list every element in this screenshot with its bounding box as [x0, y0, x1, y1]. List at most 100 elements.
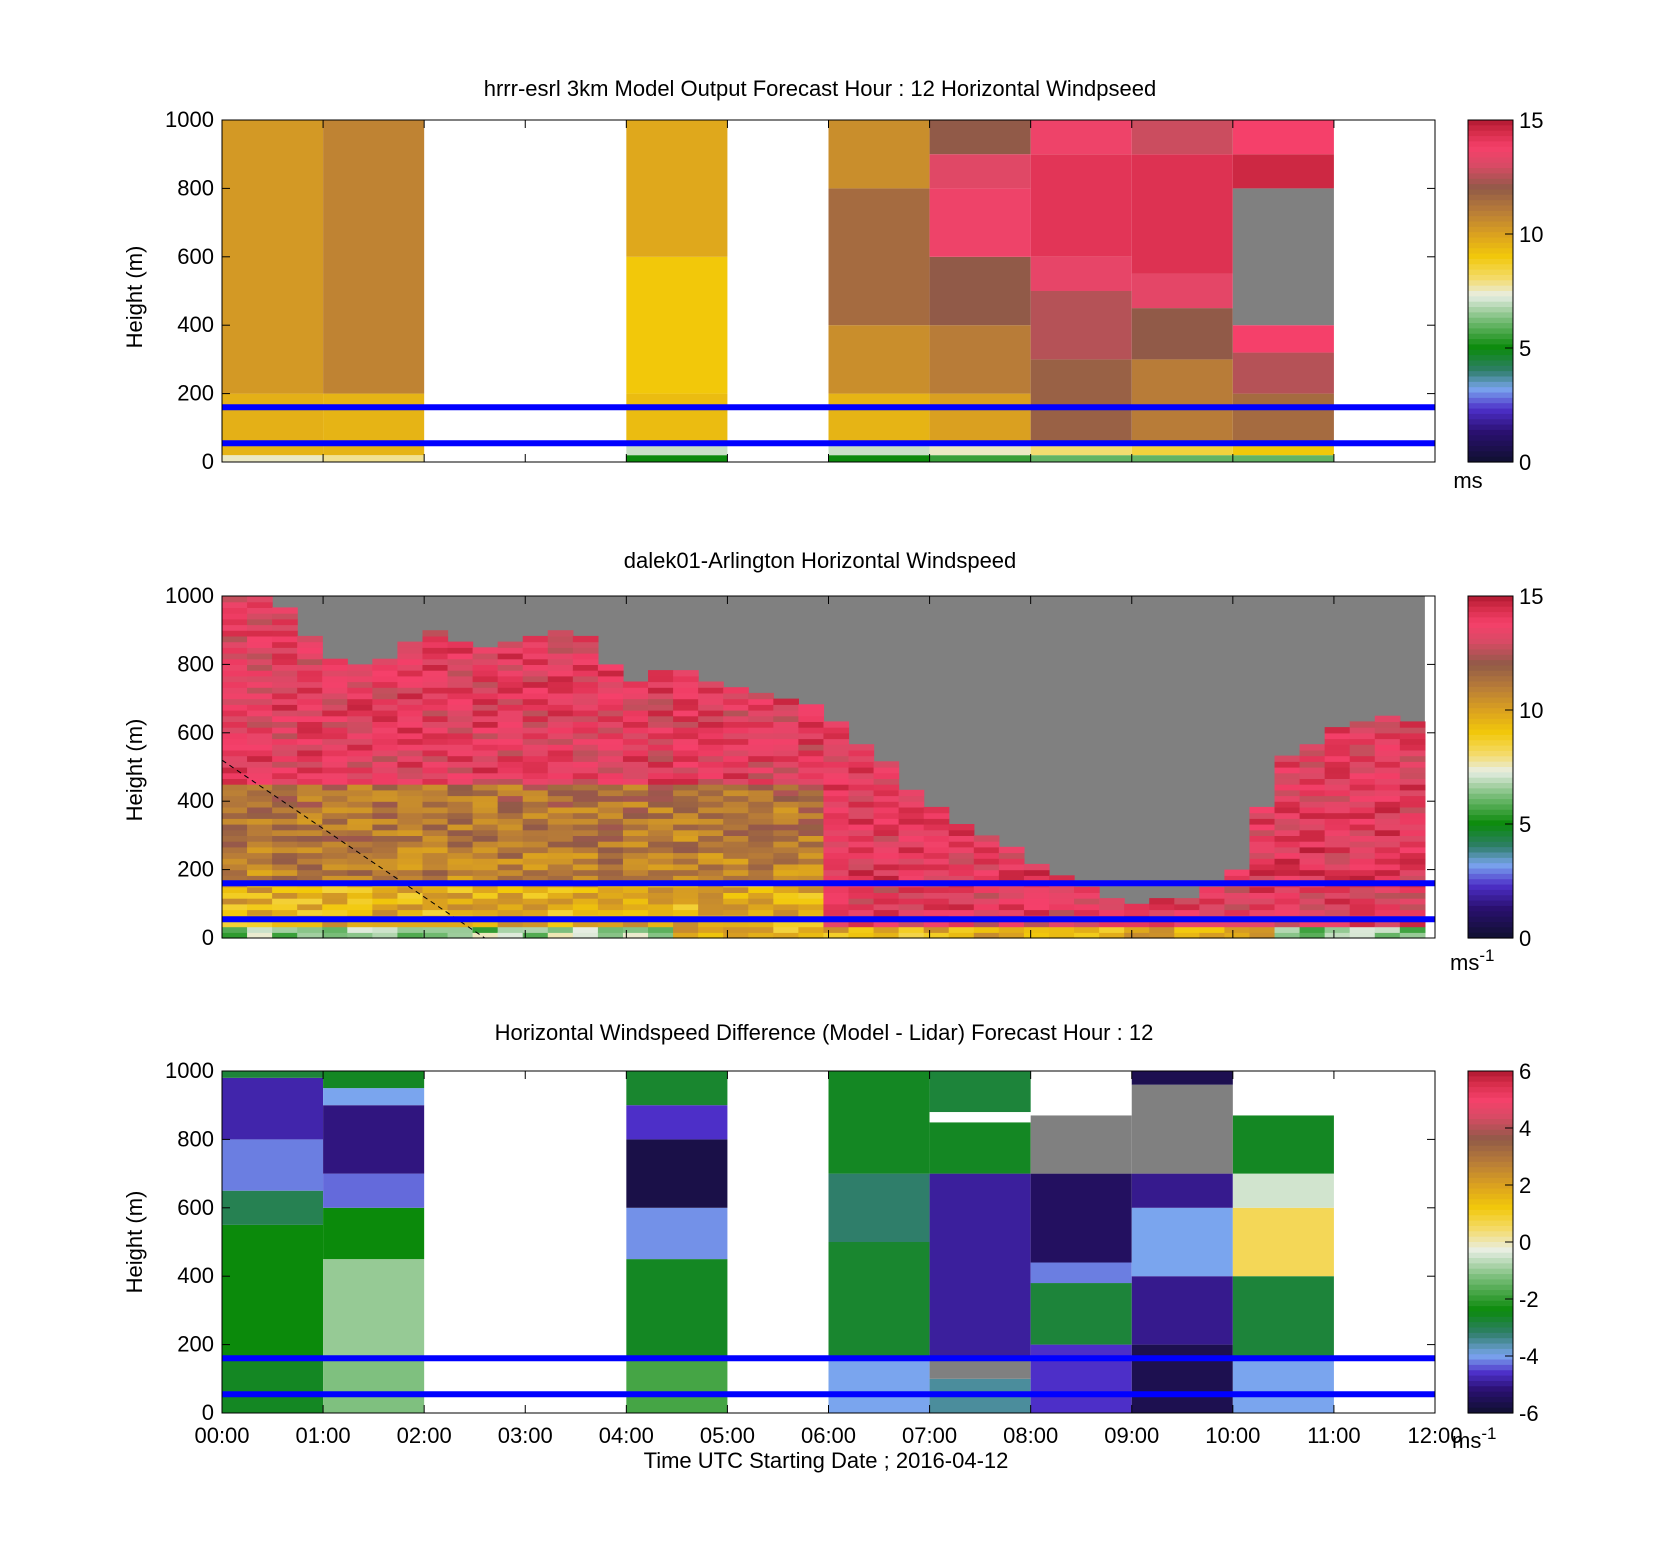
- data-cell: [1324, 761, 1351, 768]
- data-cell: [698, 784, 724, 791]
- data-cell: [297, 749, 323, 757]
- y-tick-label: 600: [177, 244, 214, 269]
- data-cell: [1299, 835, 1326, 842]
- colorbar-cell: [1468, 387, 1513, 394]
- data-cell: [1249, 841, 1276, 848]
- colorbar-cell: [1468, 1316, 1513, 1323]
- data-cell: [1374, 909, 1401, 916]
- data-cell: [723, 721, 749, 728]
- data-cell: [1131, 359, 1233, 442]
- data-cell: [1074, 920, 1100, 928]
- data-cell: [347, 863, 373, 871]
- data-cell: [247, 875, 273, 882]
- data-cell: [1374, 841, 1401, 848]
- data-cell: [798, 932, 825, 939]
- data-cell: [272, 630, 298, 637]
- data-cell: [572, 647, 599, 654]
- data-cell: [622, 692, 649, 700]
- data-cell: [372, 772, 399, 779]
- data-cell: [372, 909, 399, 916]
- data-cell: [272, 710, 298, 717]
- data-cell: [648, 738, 674, 745]
- data-cell: [1099, 926, 1125, 933]
- data-cell: [322, 738, 348, 745]
- data-cell: [873, 903, 900, 911]
- data-cell: [247, 926, 273, 933]
- data-cell: [322, 841, 348, 848]
- colorbar-cell: [1468, 178, 1513, 185]
- data-cell: [422, 795, 449, 802]
- data-cell: [948, 903, 975, 911]
- data-cell: [773, 761, 799, 768]
- colorbar-cell: [1468, 788, 1513, 795]
- data-cell: [648, 829, 674, 836]
- data-cell: [422, 681, 449, 688]
- data-cell: [1299, 898, 1326, 905]
- data-cell: [447, 715, 474, 722]
- data-cell: [622, 687, 649, 694]
- data-cell: [698, 710, 724, 717]
- data-cell: [472, 812, 499, 819]
- data-cell: [522, 846, 549, 854]
- data-cell: [222, 647, 248, 654]
- data-cell: [1224, 909, 1251, 916]
- data-cell: [422, 641, 449, 648]
- data-cell: [1074, 886, 1100, 893]
- data-cell: [773, 755, 799, 762]
- data-cell: [322, 664, 348, 671]
- colorbar-cell: [1468, 911, 1513, 918]
- data-cell: [998, 858, 1025, 865]
- colorbar-cell: [1468, 1081, 1513, 1088]
- data-cell: [798, 772, 825, 779]
- data-cell: [1399, 903, 1426, 911]
- data-cell: [272, 852, 298, 859]
- colorbar-cell: [1468, 365, 1513, 372]
- colorbar-cell: [1468, 397, 1513, 404]
- data-cell: [973, 892, 1000, 899]
- data-cell: [397, 732, 424, 740]
- data-cell: [698, 858, 724, 865]
- data-cell: [547, 732, 574, 740]
- data-cell: [272, 806, 298, 814]
- data-cell: [1374, 721, 1401, 728]
- data-cell: [547, 749, 574, 757]
- data-cell: [497, 710, 524, 717]
- data-cell: [748, 932, 774, 939]
- data-cell: [1232, 1358, 1334, 1413]
- data-cell: [1324, 789, 1351, 797]
- data-cell: [1199, 903, 1226, 911]
- data-cell: [297, 767, 323, 774]
- data-cell: [272, 841, 298, 848]
- data-cell: [247, 749, 273, 757]
- colorbar-cell: [1468, 724, 1513, 731]
- data-cell: [447, 738, 474, 745]
- data-cell: [873, 852, 900, 859]
- data-cell: [1030, 154, 1132, 257]
- data-cell: [773, 903, 799, 911]
- data-cell: [472, 664, 499, 671]
- data-cell: [522, 727, 549, 734]
- data-cell: [998, 926, 1025, 933]
- data-cell: [698, 863, 724, 871]
- data-cell: [297, 738, 323, 745]
- data-cell: [222, 801, 248, 808]
- data-cell: [472, 647, 499, 654]
- data-cell: [322, 829, 348, 836]
- colorbar-cell: [1468, 221, 1513, 228]
- data-cell: [723, 852, 749, 859]
- data-cell: [297, 846, 323, 854]
- data-cell: [748, 704, 774, 711]
- data-cell: [1399, 784, 1426, 791]
- data-cell: [648, 932, 674, 939]
- colorbar-cell: [1468, 1306, 1513, 1313]
- data-cell: [673, 806, 699, 814]
- colorbar-cell: [1468, 285, 1513, 292]
- data-cell: [929, 1122, 1031, 1174]
- data-cell: [397, 710, 424, 717]
- data-cell: [673, 710, 699, 717]
- data-cell: [322, 710, 348, 717]
- data-cell: [322, 784, 348, 791]
- data-cell: [597, 710, 624, 717]
- data-cell: [547, 772, 574, 779]
- data-cell: [848, 841, 875, 848]
